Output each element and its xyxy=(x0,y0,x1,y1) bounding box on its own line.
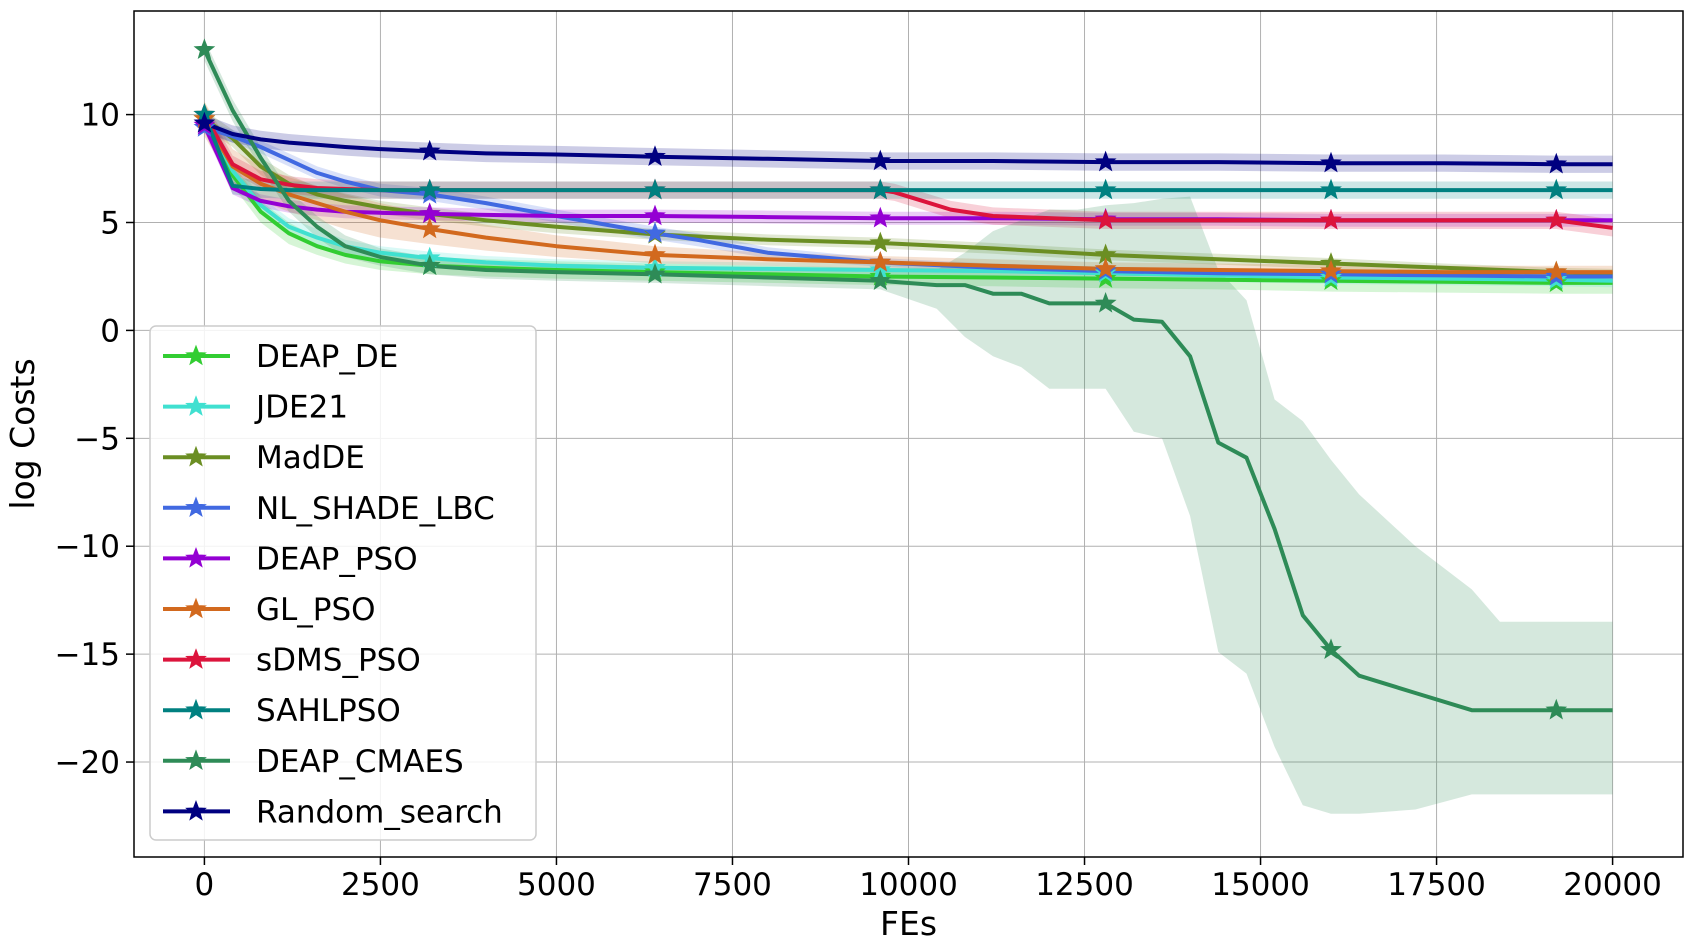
marker-deap-cmaes xyxy=(1545,698,1568,720)
marker-random-search xyxy=(1094,150,1117,172)
axis-ticks: 0 2500 5000 7500 10000 12500 15000 17500 20000 10… xyxy=(55,98,1662,903)
band-nl-shade-lbc xyxy=(204,121,1613,281)
legend-marker-sahlpso xyxy=(185,698,207,720)
marker-deap-cmaes xyxy=(418,254,441,275)
legend-label-jde21: JDE21 xyxy=(254,390,348,426)
legend-marker-jde21 xyxy=(185,395,207,416)
marker-random-search xyxy=(1545,152,1568,174)
marker-deap-cmaes xyxy=(1094,291,1117,313)
marker-sahlpso xyxy=(1094,178,1117,200)
legend-marker-gl-pso xyxy=(185,597,207,619)
y-tick-label: −5 xyxy=(74,421,120,457)
marker-random-search xyxy=(193,111,216,133)
x-tick-label: 7500 xyxy=(693,867,772,903)
legend-label-deap-de: DEAP_DE xyxy=(256,339,398,375)
marker-gl-pso xyxy=(1545,260,1568,282)
marker-deap-pso xyxy=(644,204,666,226)
legend-label-sdms-pso: sDMS_PSO xyxy=(256,643,421,679)
legend-marker-sdms-pso xyxy=(185,648,207,669)
marker-madde xyxy=(869,231,892,253)
series-markers xyxy=(193,38,1568,720)
x-tick-label: 20000 xyxy=(1563,867,1662,903)
legend-label-sahlpso: SAHLPSO xyxy=(256,693,401,729)
x-tick-label: 5000 xyxy=(517,867,596,903)
x-tick-label: 2500 xyxy=(341,867,420,903)
line-deap-cmaes xyxy=(202,48,1613,713)
marker-deap-cmaes xyxy=(869,269,892,291)
marker-sahlpso xyxy=(418,178,441,200)
marker-gl-pso xyxy=(869,250,892,272)
grid xyxy=(134,11,1683,857)
marker-gl-pso xyxy=(644,243,666,265)
legend-marker-madde xyxy=(185,445,207,467)
line-random-search xyxy=(203,121,1613,167)
band-deap-cmaes xyxy=(204,39,1613,814)
y-tick-label: −10 xyxy=(55,529,120,565)
y-tick-label: 0 xyxy=(100,313,120,349)
legend-marker-deap-de xyxy=(185,344,207,366)
x-tick-label: 0 xyxy=(195,867,215,903)
legend-label-deap-pso: DEAP_PSO xyxy=(256,541,418,577)
marker-sdms-pso xyxy=(1094,208,1117,230)
band-sdms-pso xyxy=(204,103,1613,237)
band-random-search xyxy=(204,114,1613,173)
x-tick-label: 17500 xyxy=(1387,867,1486,903)
legend-label-random-search: Random_search xyxy=(256,794,503,830)
y-axis-title: log Costs xyxy=(3,358,42,509)
legend-marker-nl-shade-lbc xyxy=(185,496,207,518)
marker-nl-shade-lbc xyxy=(644,221,666,243)
line-deap-de xyxy=(202,113,1613,285)
marker-deap-pso xyxy=(869,206,892,228)
marker-gl-pso xyxy=(1094,257,1117,279)
band-deap-pso xyxy=(204,118,1613,227)
marker-random-search xyxy=(869,149,892,171)
marker-sahlpso xyxy=(1320,178,1342,200)
legend-marker-random-search xyxy=(185,799,207,821)
y-tick-label: −20 xyxy=(55,745,120,781)
marker-sahlpso xyxy=(869,178,892,200)
legend-label-nl-shade-lbc: NL_SHADE_LBC xyxy=(256,491,495,527)
legend-marker-deap-pso xyxy=(185,546,207,568)
marker-gl-pso xyxy=(418,217,441,239)
y-tick-label: −15 xyxy=(55,637,120,673)
marker-random-search xyxy=(644,145,666,166)
x-tick-label: 10000 xyxy=(859,867,958,903)
marker-sdms-pso xyxy=(1320,208,1342,230)
marker-deap-cmaes xyxy=(1320,638,1342,660)
legend-label-deap-cmaes: DEAP_CMAES xyxy=(256,744,464,780)
legend-label-gl-pso: GL_PSO xyxy=(256,592,376,628)
line-gl-pso xyxy=(202,117,1613,275)
marker-sahlpso xyxy=(644,178,666,200)
marker-random-search xyxy=(418,139,441,161)
y-tick-label: 5 xyxy=(100,206,120,242)
legend-marker-deap-cmaes xyxy=(185,749,207,771)
legend-box xyxy=(149,325,537,841)
marker-random-search xyxy=(1320,151,1342,173)
x-axis-title: FEs xyxy=(880,904,937,943)
legend-label-madde: MadDE xyxy=(256,440,365,476)
marker-sdms-pso xyxy=(1545,208,1568,230)
y-tick-label: 10 xyxy=(81,98,120,134)
line-jde21 xyxy=(202,113,1613,283)
marker-deap-cmaes xyxy=(193,38,216,60)
x-tick-label: 12500 xyxy=(1035,867,1134,903)
marker-deap-cmaes xyxy=(644,262,666,284)
marker-sahlpso xyxy=(1545,178,1568,200)
x-tick-label: 15000 xyxy=(1211,867,1310,903)
marker-gl-pso xyxy=(1320,259,1342,281)
legend: DEAP_DE JDE21 MadDE NL_SHADE_LBC DEAP_PSO GL_… xyxy=(149,325,537,841)
